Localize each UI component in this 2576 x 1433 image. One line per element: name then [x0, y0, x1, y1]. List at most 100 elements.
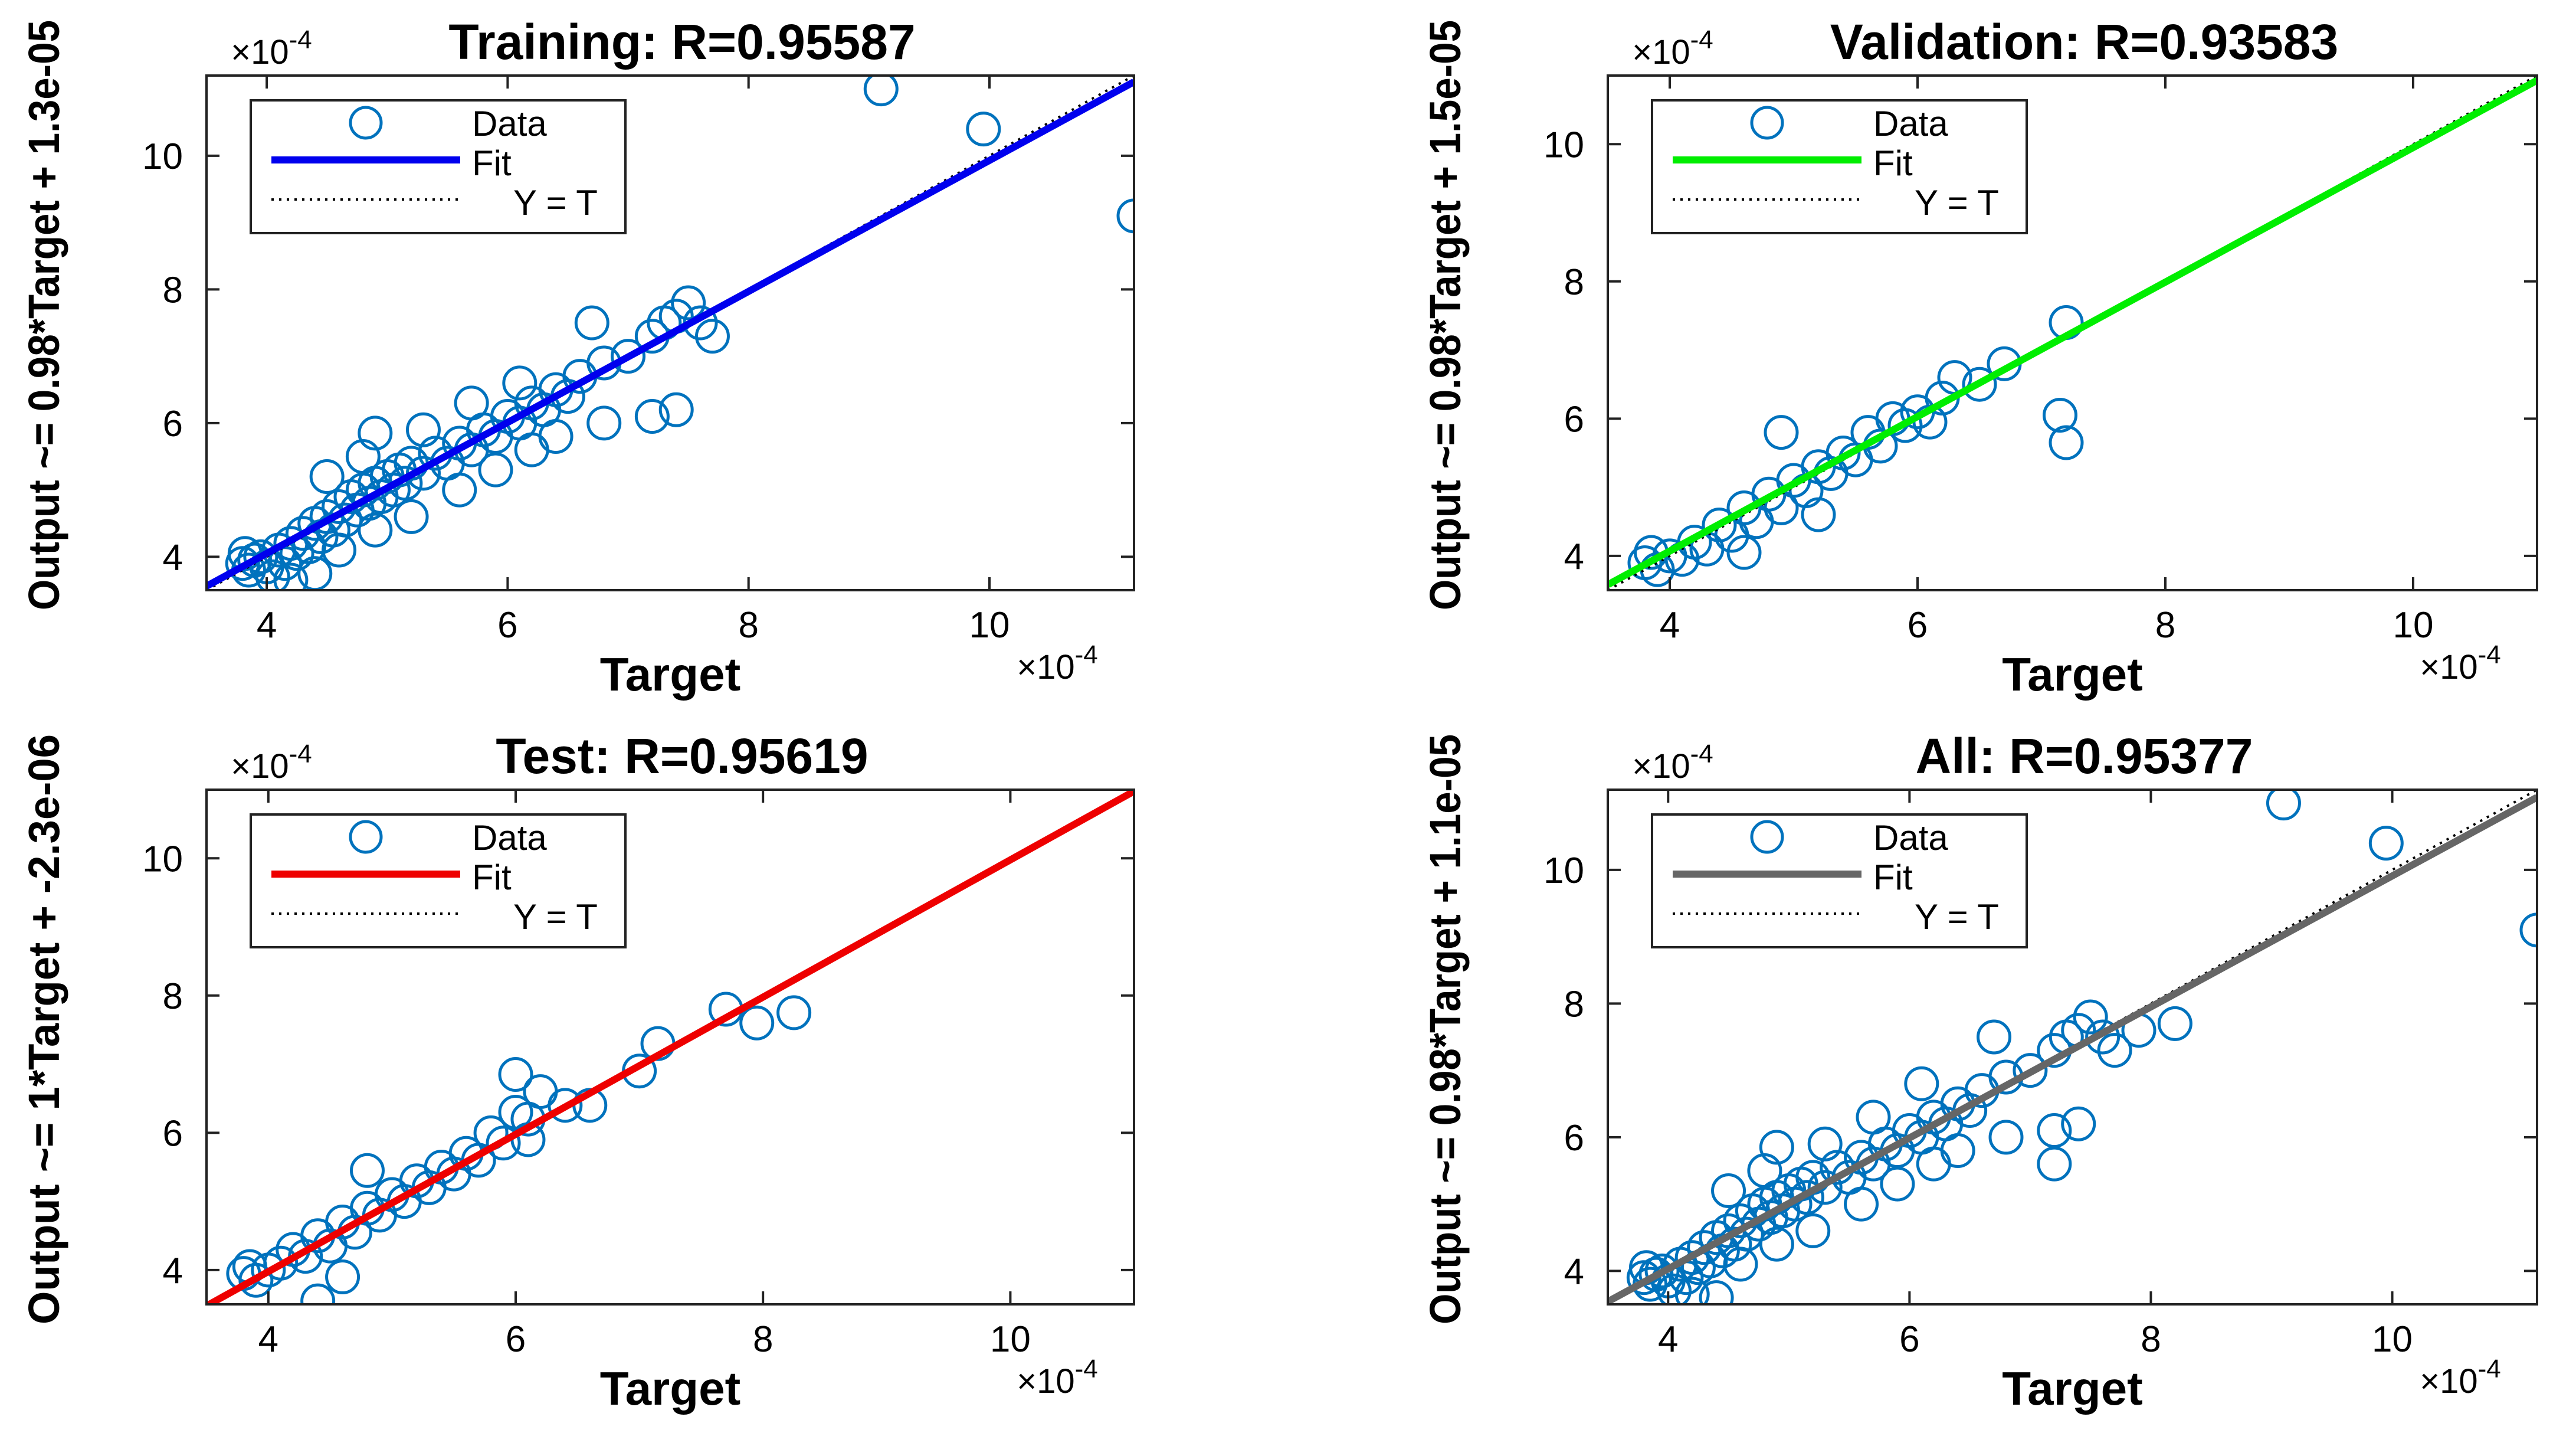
data-point	[358, 512, 393, 548]
y-tick-label: 4	[1564, 536, 1584, 577]
data-point	[243, 539, 278, 574]
data-markers	[225, 76, 1134, 590]
data-point	[1657, 1273, 1692, 1304]
data-point	[863, 76, 899, 107]
x-multiplier-exponent: -4	[2478, 640, 2501, 669]
data-point	[586, 405, 622, 441]
x-multiplier-base: ×10	[1017, 648, 1074, 686]
data-point	[1856, 1100, 1891, 1135]
x-tick-label: 8	[2155, 605, 2175, 646]
y-multiplier-base: ×10	[231, 33, 289, 71]
fit-line	[207, 790, 1134, 1304]
legend-box	[250, 813, 627, 948]
data-point	[345, 439, 381, 475]
data-point	[2073, 999, 2108, 1035]
data-point	[2037, 1146, 2072, 1182]
data-point	[2013, 1053, 2048, 1088]
fit-line	[1608, 794, 2537, 1304]
data-point	[1644, 1253, 1680, 1288]
legend-label: Y = T	[1915, 897, 1999, 937]
data-point	[1759, 1130, 1794, 1165]
data-point	[255, 559, 290, 590]
x-tick-label: 4	[258, 1319, 278, 1360]
data-point	[273, 562, 309, 590]
data-point	[322, 532, 357, 568]
y-multiplier-base: ×10	[231, 747, 289, 786]
data-point	[1723, 1246, 1758, 1282]
y-tick-label: 4	[163, 537, 183, 578]
data-point	[2037, 1113, 2072, 1149]
data-point	[358, 415, 393, 451]
y-axis-label: Output ~= 0.98*Target + 1.3e-05	[19, 20, 68, 610]
data-point	[739, 1005, 775, 1041]
data-point	[478, 452, 513, 488]
data-point	[486, 1126, 521, 1161]
y-tick-label: 8	[163, 270, 183, 310]
x-tick-label: 4	[257, 605, 277, 646]
data-point	[1790, 1180, 1824, 1215]
y-tick-label: 6	[163, 1113, 183, 1154]
data-point	[405, 412, 441, 447]
data-point	[1759, 1226, 1794, 1262]
y-axis-multiplier: ×10-4	[231, 25, 312, 71]
x-tick-label: 10	[990, 1319, 1031, 1360]
legend-label: Fit	[1873, 858, 1913, 897]
legend-label: Data	[472, 104, 547, 143]
data-point	[658, 392, 694, 427]
y-tick-label: 10	[142, 839, 183, 879]
x-multiplier-exponent: -4	[1075, 1355, 1098, 1383]
y-tick-label: 10	[1543, 125, 1584, 165]
y-tick-label: 6	[1564, 399, 1584, 440]
legend-label: Y = T	[513, 897, 598, 937]
legend-box	[1651, 813, 2028, 948]
data-point	[2097, 1033, 2132, 1068]
data-point	[263, 1245, 299, 1281]
data-point	[349, 1153, 385, 1188]
data-point	[2368, 826, 2404, 861]
y-axis-label: Output ~= 0.98*Target + 1.1e-05	[1421, 734, 1470, 1324]
data-point	[1747, 1153, 1782, 1189]
data-point	[634, 399, 670, 434]
x-axis-label: Target	[600, 648, 741, 701]
legend-data-marker	[349, 820, 383, 854]
x-multiplier-base: ×10	[2420, 648, 2477, 686]
x-tick-label: 8	[753, 1319, 773, 1360]
data-point	[1962, 367, 1997, 402]
data-point	[394, 499, 429, 534]
data-point	[1940, 1133, 1975, 1169]
data-point	[966, 112, 1001, 147]
y-tick-label: 10	[1543, 850, 1584, 891]
x-multiplier-base: ×10	[1017, 1362, 1074, 1401]
data-point	[300, 1283, 336, 1304]
x-multiplier-exponent: -4	[1075, 640, 1098, 669]
y-multiplier-exponent: -4	[289, 25, 312, 54]
data-point	[1801, 497, 1836, 532]
data-point	[1795, 1213, 1831, 1248]
data-point	[1807, 1170, 1843, 1205]
x-tick-label: 8	[738, 605, 758, 646]
y-tick-label: 4	[1564, 1251, 1584, 1292]
data-point	[548, 1088, 583, 1123]
chart-title: All: R=0.95377	[1915, 728, 2253, 784]
data-point	[498, 1057, 533, 1092]
legend-data-marker	[1750, 820, 1784, 854]
y-multiplier-exponent: -4	[1690, 740, 1713, 768]
data-point	[538, 419, 573, 454]
data-point	[1887, 408, 1923, 443]
data-point	[1116, 198, 1134, 234]
chart-title: Training: R=0.95587	[448, 14, 915, 70]
x-axis-label: Target	[2002, 1362, 2143, 1415]
data-point	[2157, 1006, 2192, 1041]
x-multiplier-exponent: -4	[2478, 1355, 2501, 1383]
data-point	[1674, 1277, 1710, 1304]
data-point	[1977, 1019, 2012, 1055]
data-point	[502, 365, 538, 401]
data-point	[2266, 790, 2301, 821]
y-multiplier-base: ×10	[1632, 33, 1690, 71]
